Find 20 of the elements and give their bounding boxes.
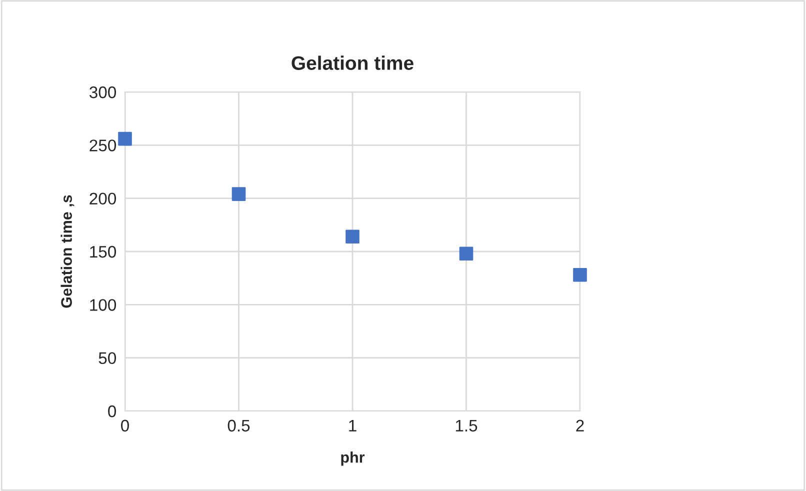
x-tick-label: 1 <box>349 420 356 432</box>
x-axis-title: phr <box>341 452 365 466</box>
x-tick-label: 2 <box>576 420 584 432</box>
y-tick-label: 0 <box>108 405 116 418</box>
y-tick-label: 150 <box>90 246 116 258</box>
y-tick-label: 50 <box>98 352 116 364</box>
y-tick-label: 250 <box>90 140 116 152</box>
x-tick-label: 0.5 <box>228 420 250 432</box>
y-tick-label: 100 <box>90 299 116 311</box>
point <box>118 132 132 146</box>
x-tick-label: 0 <box>121 420 129 432</box>
y-tick-label: 300 <box>89 86 116 98</box>
chart-title: Gelation time <box>292 56 414 70</box>
x-tick-label: 1.5 <box>456 420 478 432</box>
point <box>459 246 474 261</box>
point <box>573 268 587 282</box>
point <box>232 187 246 201</box>
point <box>346 230 360 244</box>
y-axis-title: Gelation time ,s <box>60 195 74 308</box>
y-tick-label: 200 <box>90 192 116 205</box>
